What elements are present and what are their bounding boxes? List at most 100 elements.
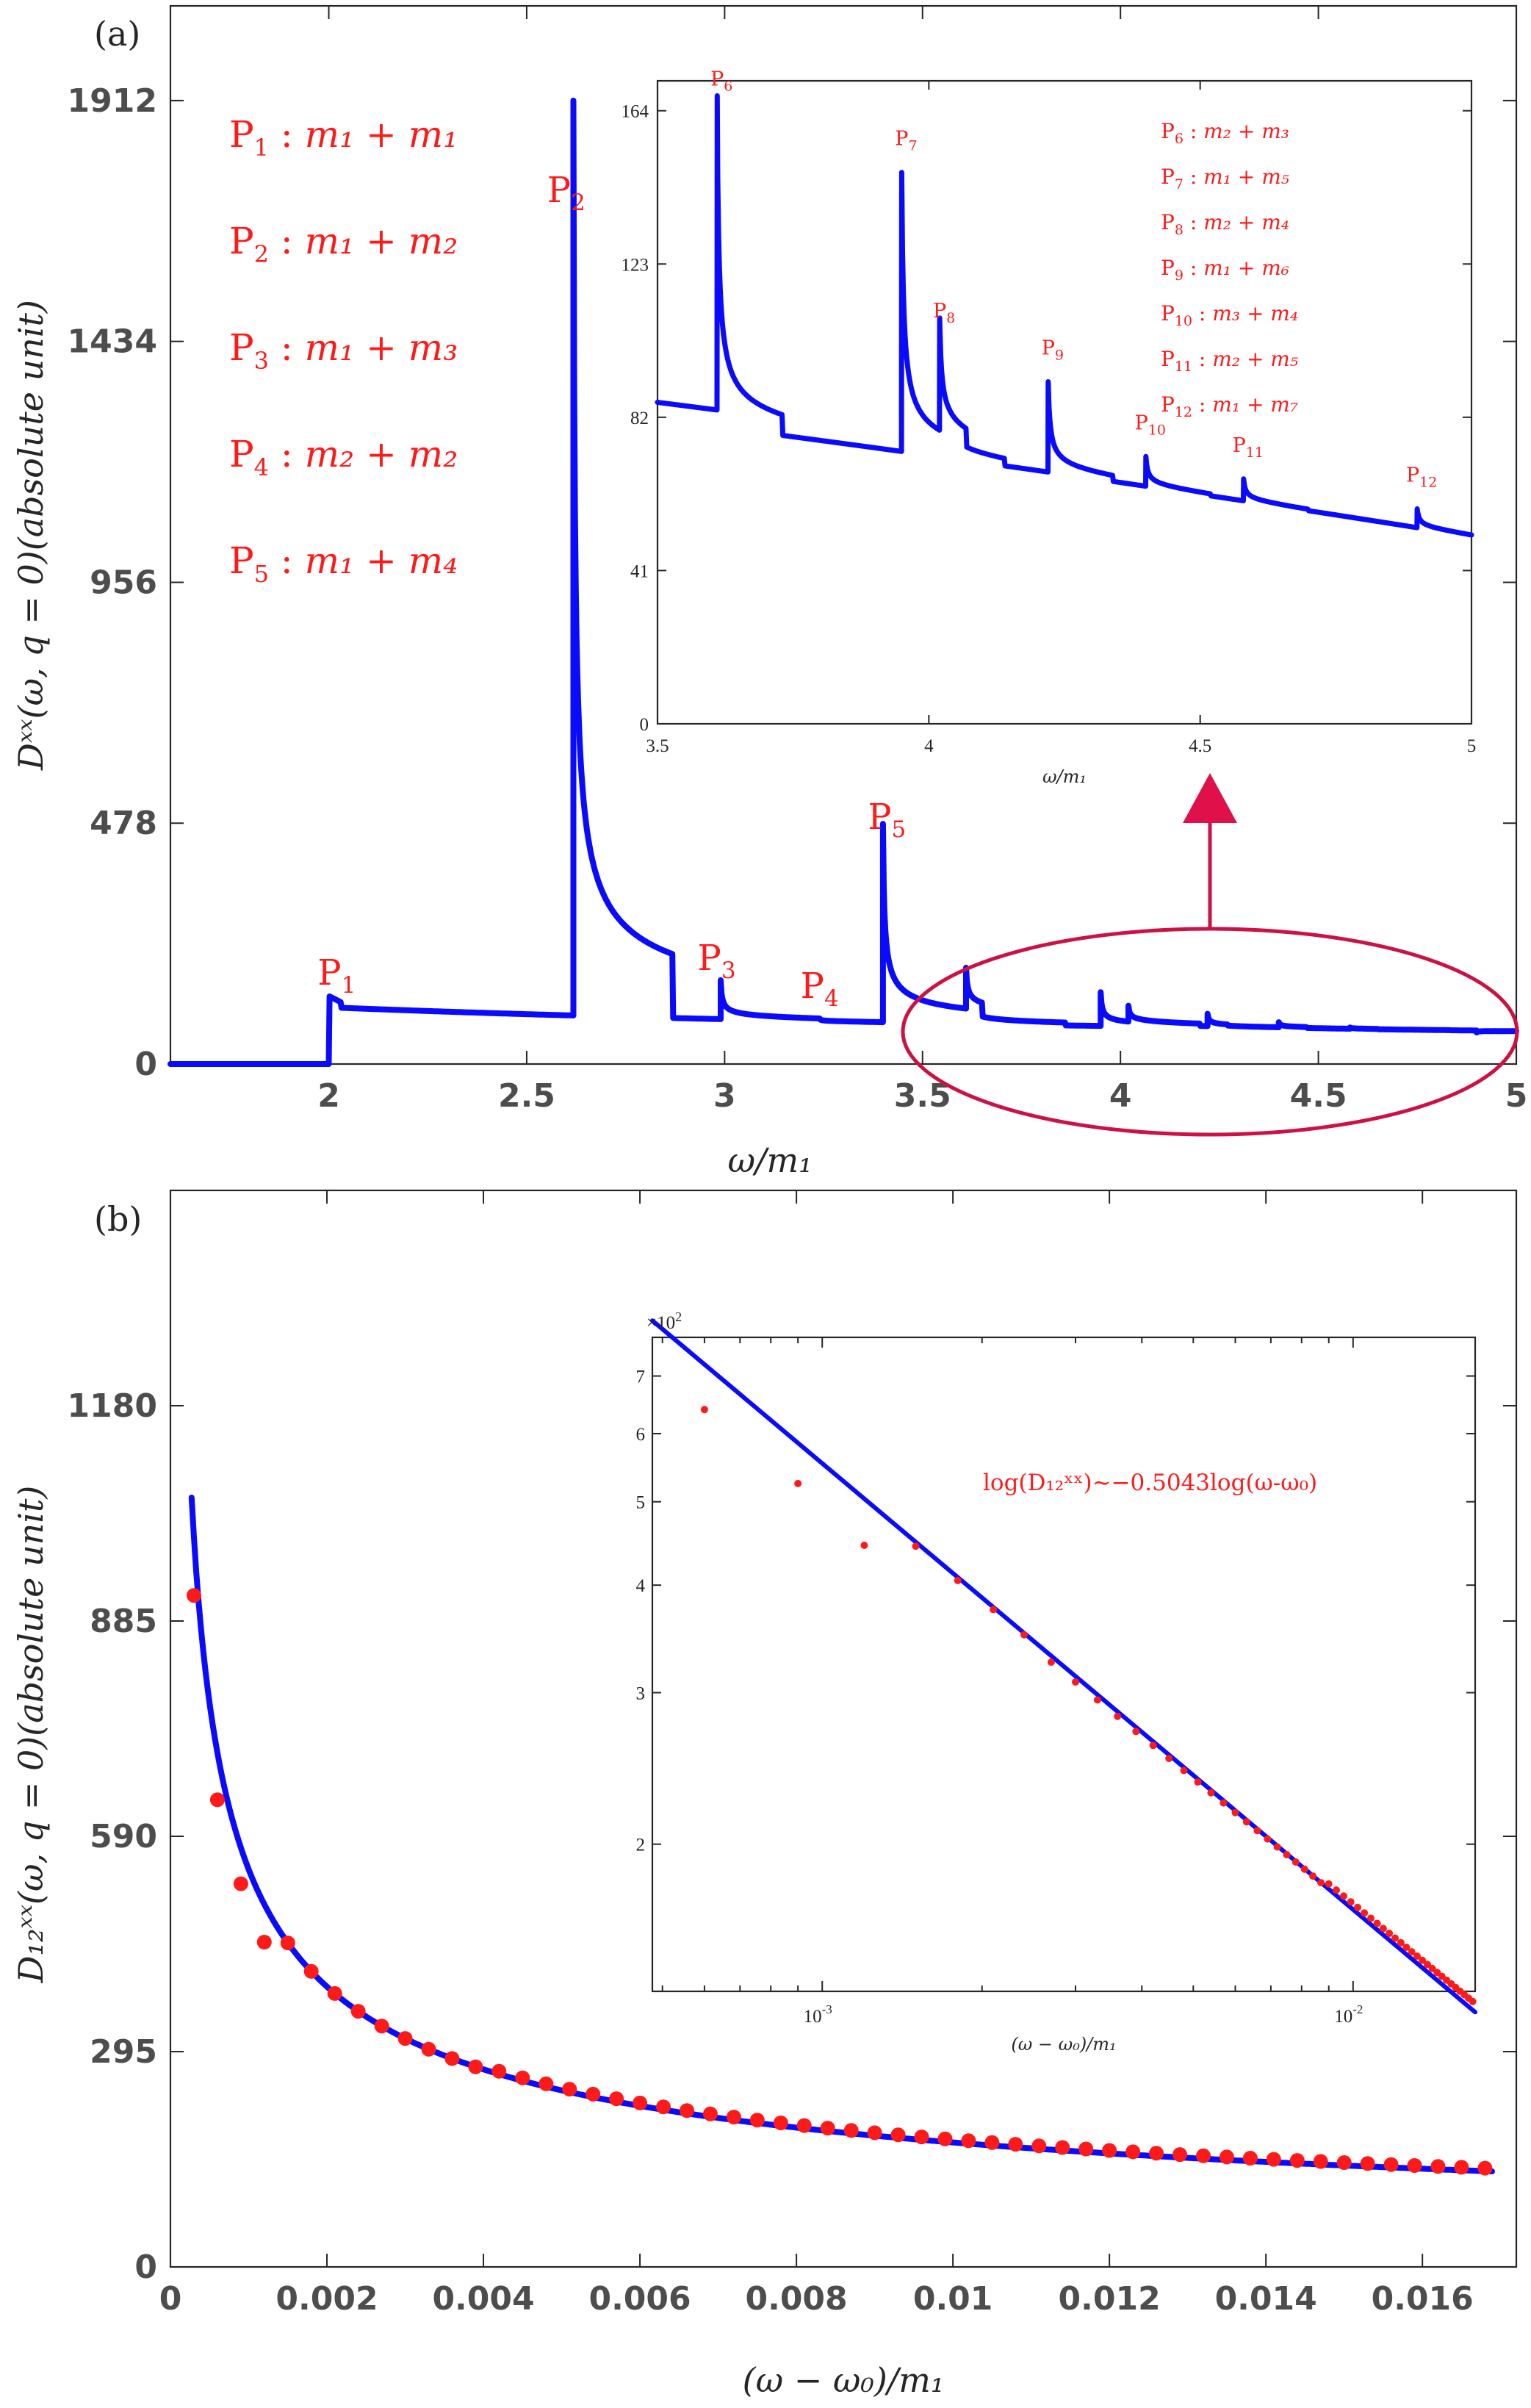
- inset-peak-label-p12: P12: [1406, 464, 1437, 491]
- x-tick-label: 0.012: [1059, 2280, 1161, 2318]
- x-tick-label: 0.006: [588, 2280, 691, 2318]
- y-tick-label: 0: [134, 1046, 157, 1083]
- inset-data-point: [700, 1406, 708, 1414]
- data-point: [1102, 2143, 1117, 2158]
- panel-a-ticks: 2 2.5 3 3.5 4 4.5 5 0 478 956 1434 1912: [68, 6, 1527, 1115]
- inset-x-tick-label: 4.5: [1189, 736, 1211, 756]
- y-tick-label: 1434: [68, 323, 157, 361]
- data-point: [1125, 2144, 1141, 2160]
- data-point: [421, 2041, 436, 2057]
- x-tick-label: 0.002: [275, 2280, 378, 2318]
- inset-legend-entry-p12: P12 : m₁ + m₇: [1161, 392, 1298, 420]
- peak-label-p3: P3: [698, 938, 736, 984]
- data-point: [538, 2076, 554, 2091]
- inset-data-point: [1469, 1997, 1477, 2005]
- data-point: [820, 2121, 835, 2136]
- inset-data-point: [1114, 1712, 1122, 1720]
- panel-b-inset-x-axis-label: (ω − ω₀)/m₁: [1011, 2034, 1116, 2055]
- data-point: [303, 1963, 319, 1979]
- data-point: [209, 1792, 225, 1808]
- panel-b-inset-fit-label: log(D₁₂ˣˣ)∼−0.5043log(ω-ω₀): [983, 1470, 1317, 1496]
- panel-b-x-axis-label: (ω − ω₀)/m₁: [743, 2360, 945, 2400]
- inset-data-point: [1231, 1808, 1239, 1816]
- data-point: [1266, 2152, 1281, 2167]
- data-point: [680, 2103, 694, 2118]
- peak-label-p5: P5: [868, 797, 906, 843]
- data-point: [1289, 2153, 1305, 2168]
- panel-a-inset-x-axis-label: ω/m₁: [1042, 766, 1087, 787]
- data-point: [1078, 2141, 1094, 2157]
- panel-a-inset-peak-labels: P6 P7 P8 P9 P10 P11 P12: [710, 68, 1437, 490]
- legend-entry-p3: P3 : m₁ + m₃: [229, 326, 458, 375]
- data-point: [1196, 2148, 1211, 2163]
- legend-entry-p4: P4 : m₂ + m₂: [229, 433, 458, 481]
- x-tick-label: 0.01: [913, 2280, 993, 2318]
- inset-data-point: [912, 1542, 920, 1550]
- inset-data-point: [1333, 1886, 1340, 1894]
- data-point: [491, 2063, 507, 2079]
- data-point: [726, 2110, 741, 2125]
- data-point: [1336, 2155, 1352, 2170]
- x-tick-label: 0.008: [745, 2280, 847, 2318]
- inset-data-point: [1317, 1879, 1325, 1887]
- inset-data-point: [1367, 1914, 1375, 1922]
- inset-y-tick-label: 6: [636, 1425, 646, 1445]
- inset-legend-entry-p8: P8 : m₂ + m₄: [1161, 210, 1289, 238]
- inset-data-point: [1264, 1835, 1272, 1843]
- inset-peak-label-p6: P6: [710, 68, 732, 94]
- inset-peak-label-p11: P11: [1233, 434, 1264, 461]
- panel-a-inset-ticks: 3.5 4 4.5 5 0 41 82 123 164: [622, 81, 1477, 756]
- panel-a-inset: 3.5 4 4.5 5 0 41 82 123 164 P6 P7 P8 P9 P10 P11 P12 P6…: [622, 68, 1477, 787]
- inset-data-point: [1180, 1767, 1188, 1775]
- legend-entry-p1: P1 : m₁ + m₁: [229, 113, 458, 162]
- inset-data-point: [1379, 1924, 1387, 1933]
- data-point: [1454, 2160, 1469, 2175]
- legend-entry-p2: P2 : m₁ + m₂: [229, 220, 458, 268]
- data-point: [1313, 2154, 1328, 2169]
- inset-y-tick-label: 2: [636, 1836, 646, 1855]
- panel-a-inset-legend: P6 : m₂ + m₃ P7 : m₁ + m₅ P8 : m₂ + m₄ P9 :…: [1161, 119, 1298, 420]
- inset-legend-entry-p10: P10 : m₃ + m₄: [1161, 301, 1298, 329]
- inset-data-point: [1292, 1858, 1300, 1866]
- inset-data-point: [1273, 1843, 1281, 1851]
- data-point: [562, 2082, 577, 2097]
- data-point: [656, 2099, 671, 2115]
- inset-data-point: [1072, 1678, 1079, 1686]
- data-point: [256, 1935, 272, 1949]
- inset-data-point: [1093, 1696, 1101, 1704]
- panel-a-inset-background: [658, 81, 1471, 724]
- inset-x-tick-label: 4: [924, 736, 934, 756]
- data-point: [702, 2106, 718, 2121]
- x-tick-label: 0.016: [1372, 2280, 1474, 2318]
- data-point: [937, 2131, 953, 2146]
- panel-b-data-points: [187, 1588, 1493, 2176]
- inset-data-point: [954, 1576, 962, 1584]
- x-tick-label: 2: [317, 1077, 340, 1115]
- data-point: [749, 2113, 765, 2128]
- data-point: [1172, 2147, 1187, 2163]
- inset-data-point: [1283, 1851, 1291, 1858]
- x-tick-label: 3: [713, 1077, 736, 1115]
- x-tick-label: 2.5: [498, 1077, 555, 1115]
- inset-legend-entry-p11: P11 : m₂ + m₅: [1161, 347, 1298, 375]
- y-tick-label: 1912: [68, 82, 157, 120]
- inset-data-point: [1397, 1938, 1405, 1947]
- peak-label-p4: P4: [801, 966, 839, 1012]
- inset-data-point: [1413, 1952, 1421, 1960]
- panel-a-peak-labels: P1 P2 P3 P4 P5: [317, 170, 906, 1012]
- panel-b-inset: 10-3 10-2 2 3 4 5 6 7 ×102 log(D₁₂ˣˣ)∼−0.5043lo…: [636, 1309, 1477, 2055]
- data-point: [1219, 2149, 1234, 2165]
- inset-data-point: [1347, 1898, 1355, 1906]
- inset-y-tick-label: 123: [622, 255, 649, 275]
- panel-a-x-axis-label: ω/m₁: [727, 1140, 812, 1180]
- data-point: [1055, 2140, 1070, 2155]
- data-point: [1360, 2156, 1375, 2171]
- panel-a-inset-curve: [655, 93, 1474, 538]
- inset-data-point: [1361, 1909, 1369, 1917]
- inset-data-point: [1300, 1865, 1308, 1873]
- inset-x-tick-label: 5: [1467, 736, 1477, 756]
- inset-y-tick-label: 4: [636, 1576, 646, 1596]
- inset-y-tick-label: 164: [622, 102, 649, 122]
